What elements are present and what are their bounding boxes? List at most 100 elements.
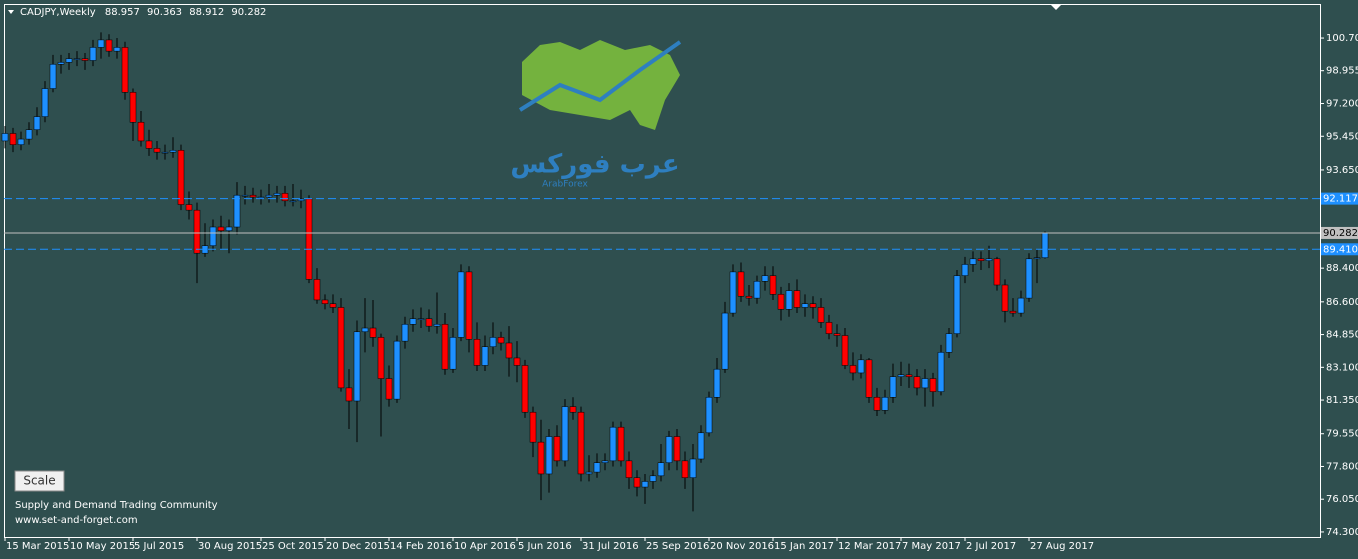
x-tick-label: 15 Mar 2015	[6, 541, 69, 552]
candle-body	[337, 307, 345, 389]
candle-body	[345, 387, 353, 402]
candle-body	[897, 374, 905, 377]
candle-body	[625, 460, 633, 478]
candle-body	[537, 441, 545, 475]
candle-body	[777, 294, 785, 310]
candle-body	[321, 299, 329, 304]
candle-body	[545, 436, 553, 475]
scale-button[interactable]	[14, 470, 65, 492]
plot-frame	[4, 4, 1321, 538]
candle-body	[633, 477, 641, 488]
candle-body	[217, 226, 225, 231]
candle-body	[609, 426, 617, 462]
candle-body	[801, 303, 809, 308]
candle-body	[569, 406, 577, 413]
symbol-name: CADJPY,Weekly	[20, 7, 96, 18]
y-tick-label: 84.850	[1326, 330, 1358, 341]
scale-button-label[interactable]: Scale	[23, 474, 55, 488]
candle-body	[681, 460, 689, 478]
x-tick-label: 27 Aug 2017	[1030, 541, 1094, 552]
candle-body	[41, 88, 49, 117]
candle-body	[465, 271, 473, 340]
candle-body	[873, 396, 881, 411]
candle-body	[441, 324, 449, 370]
candle-body	[273, 193, 281, 196]
candle-body	[849, 365, 857, 374]
candle-body	[113, 47, 121, 52]
candle-body	[409, 318, 417, 325]
candle-body	[617, 426, 625, 462]
candle-body	[905, 374, 913, 377]
bid-label-box	[1321, 226, 1358, 239]
candle-body	[401, 324, 409, 342]
y-tick-label: 77.800	[1326, 461, 1358, 472]
open: 88.957	[105, 7, 140, 18]
candle-body	[505, 342, 513, 359]
candle-body	[97, 39, 105, 48]
y-tick-label: 86.600	[1326, 297, 1358, 308]
candle-body	[889, 376, 897, 398]
candle-body	[9, 133, 17, 145]
menu-arrow	[8, 10, 14, 14]
candle-body	[313, 279, 321, 301]
candle-body	[169, 150, 177, 153]
candle-body	[385, 378, 393, 400]
candle-body	[1, 133, 9, 142]
candle-body	[161, 151, 169, 154]
price-label: 92.117	[1323, 194, 1358, 205]
candle-body	[89, 47, 97, 61]
candle-body	[81, 58, 89, 61]
candle-body	[825, 322, 833, 334]
candle-body	[353, 331, 361, 402]
price-label-box	[1321, 192, 1358, 205]
candle-body	[953, 275, 961, 334]
candle-body	[961, 264, 969, 276]
candle-body	[289, 200, 297, 203]
candle-body	[209, 226, 217, 246]
candle-body	[497, 337, 505, 344]
y-tick-label: 81.350	[1326, 395, 1358, 406]
y-tick-label: 100.700	[1326, 33, 1358, 44]
logo: عرب فوركس ArabForex	[510, 40, 682, 190]
x-tick-label: 20 Nov 2016	[710, 541, 774, 552]
symbol: CADJPY,Weekly 88.957 90.363 88.912 90.28…	[20, 7, 266, 18]
candle-body	[265, 194, 273, 198]
y-tick-label: 83.100	[1326, 362, 1358, 373]
candle-body	[185, 204, 193, 211]
y-tick-label: 76.050	[1326, 494, 1358, 505]
candle-body	[657, 462, 665, 477]
candle-body	[785, 290, 793, 310]
candle-body	[225, 226, 233, 231]
candle-body	[865, 359, 873, 398]
candle-body	[937, 352, 945, 392]
candle-body	[737, 271, 745, 297]
candle-body	[1009, 310, 1017, 314]
candle-body	[249, 194, 257, 198]
footer-line: Supply and Demand Trading Community	[15, 500, 218, 511]
price-label-box	[1321, 243, 1358, 256]
candle-body	[57, 62, 65, 65]
x-tick-label: 5 Jul 2015	[134, 541, 184, 552]
candle-body	[473, 339, 481, 366]
shift-marker	[1051, 5, 1061, 10]
candle-body	[73, 58, 81, 60]
candle-body	[753, 281, 761, 299]
candle-body	[929, 378, 937, 392]
candle-body	[297, 198, 305, 202]
candle-body	[521, 365, 529, 413]
candle-body	[529, 411, 537, 443]
x-tick-label: 25 Oct 2015	[262, 541, 324, 552]
candle-body	[921, 378, 929, 389]
candle-body	[513, 357, 521, 366]
candle-body	[233, 194, 241, 228]
candle-body	[177, 150, 185, 205]
candle-body	[105, 39, 113, 52]
close: 90.282	[231, 7, 266, 18]
candle-body	[377, 337, 385, 379]
candle-body	[393, 340, 401, 400]
candle-body	[673, 436, 681, 462]
candle-body	[1025, 258, 1033, 299]
low: 88.912	[189, 7, 224, 18]
